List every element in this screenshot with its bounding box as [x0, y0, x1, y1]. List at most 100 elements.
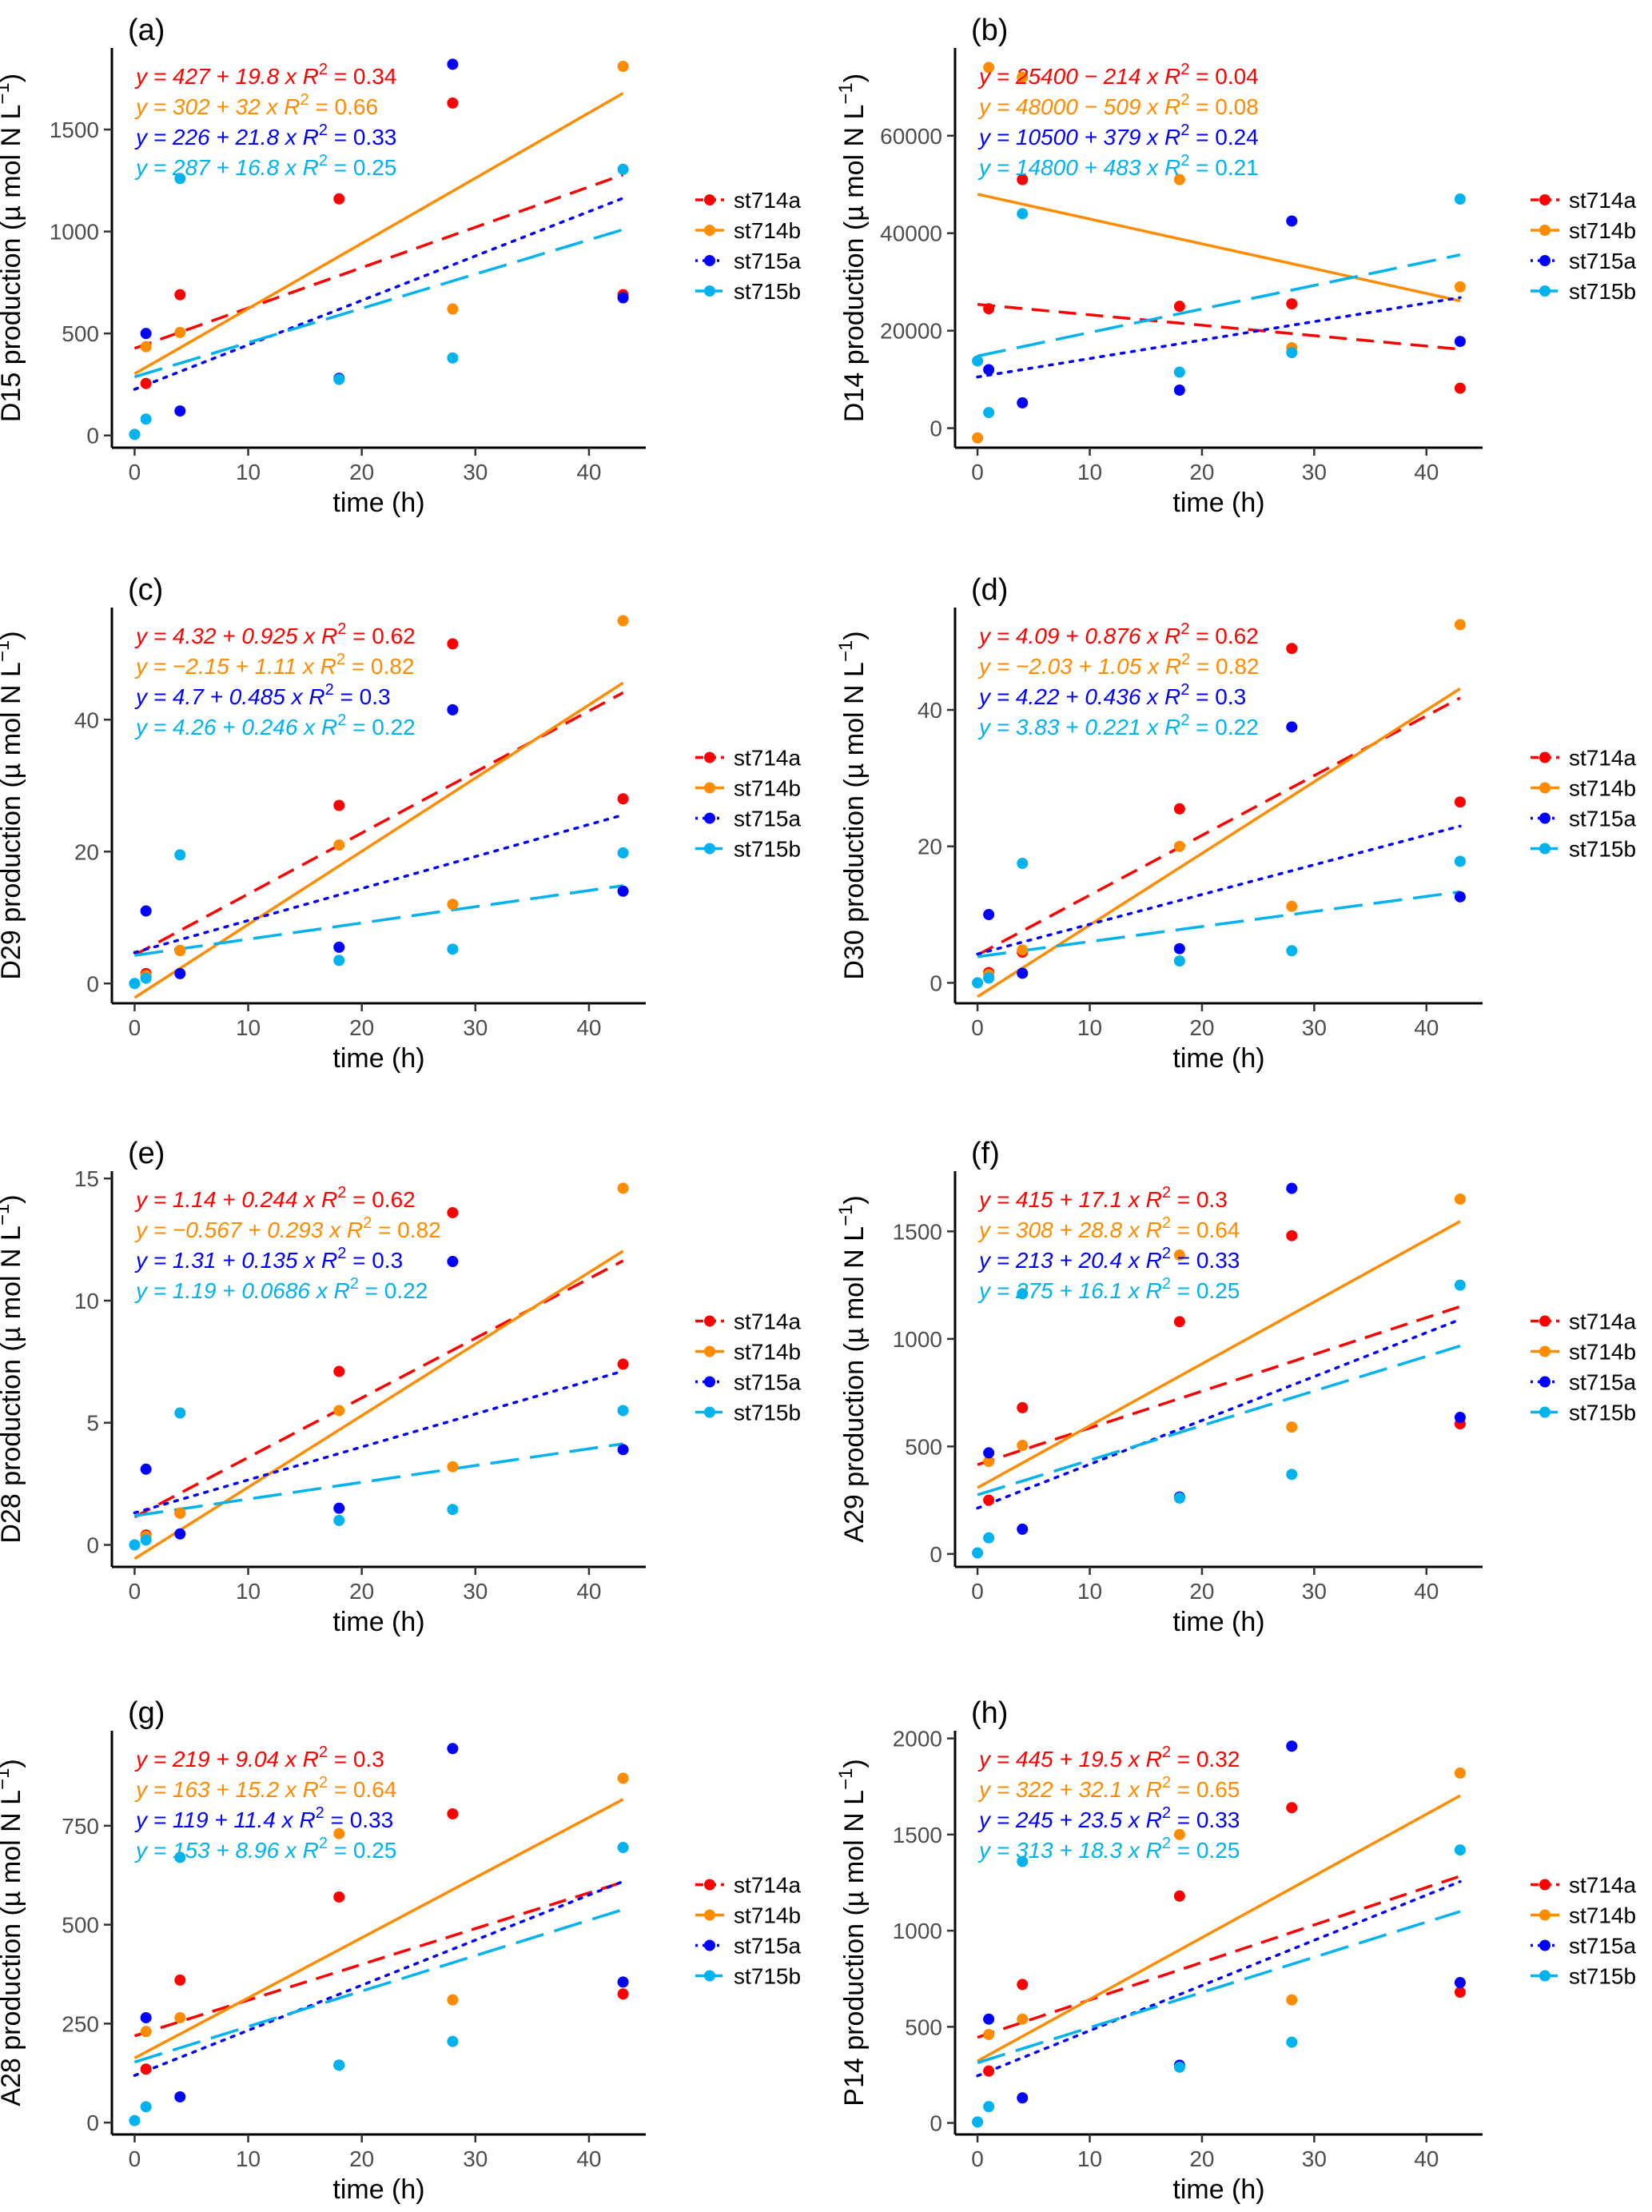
fit-line-st715b: [134, 884, 623, 957]
point-st715b: [983, 2101, 995, 2113]
point-st714b: [1286, 1994, 1298, 2006]
point-st715b: [972, 355, 984, 367]
equation-st715b: y = 1.19 + 0.0686 x R2 = 0.22: [134, 1275, 428, 1303]
point-st715b: [174, 849, 186, 861]
panel-f: (f) 0 10 20 30 40 0 500 1000 1500 time (h) A29 prod…: [835, 1137, 1636, 1637]
x-axis-title: time (h): [1172, 2174, 1264, 2205]
equation-st714b: y = 48000 − 509 x R2 = 0.08: [977, 91, 1259, 119]
fit-line-st715a: [133, 813, 625, 955]
legend-entry-st715b: st715b: [695, 1401, 801, 1425]
x-tick-label: 30: [463, 1579, 488, 1604]
legend-label-st715b: st715b: [734, 279, 801, 304]
point-st714b: [1173, 840, 1185, 852]
y-tick-label: 15: [74, 1166, 99, 1191]
legend-marker-st714a: [1539, 1315, 1550, 1327]
y-tick-label: 0: [929, 970, 942, 995]
legend-marker-st715a: [1539, 255, 1550, 266]
panel-a: (a) 0 10 20 30 40 0 500 1000 1500 time (h) D15 prod…: [0, 14, 801, 518]
point-st715b: [129, 428, 141, 440]
point-st714b: [174, 1507, 186, 1519]
y-tick-label: 0: [929, 416, 942, 441]
legend-label-st714b: st714b: [1569, 776, 1636, 801]
legend-entry-st715a: st715a: [695, 1934, 801, 1959]
y-tick-label: 1000: [893, 1327, 942, 1352]
point-st714a: [1017, 1401, 1029, 1413]
legend-entry-st715a: st715a: [1531, 249, 1636, 273]
legend-entry-st715a: st715a: [1531, 1934, 1636, 1959]
x-tick-label: 20: [349, 460, 374, 484]
point-st714a: [333, 1365, 345, 1377]
y-axis-title: D28 production (µ mol N L−1): [0, 1194, 26, 1543]
panel-label: (c): [128, 573, 163, 607]
y-tick-label: 40: [918, 698, 942, 723]
x-tick-label: 20: [349, 2146, 374, 2171]
equation-st714b: y = 302 + 32 x R2 = 0.66: [134, 91, 378, 119]
point-st715a: [1017, 397, 1029, 409]
point-st714a: [1173, 301, 1185, 313]
legend-marker-st714a: [704, 194, 715, 205]
point-st715a: [447, 58, 459, 70]
point-st715a: [174, 967, 186, 979]
legend-entry-st714b: st714b: [1531, 218, 1636, 243]
legend-marker-st714a: [704, 1315, 715, 1327]
point-st715a: [1454, 336, 1466, 348]
y-tick-label: 1500: [50, 118, 99, 142]
x-tick-label: 10: [1077, 2146, 1102, 2171]
legend-marker-st714b: [1539, 225, 1550, 236]
point-st715a: [1454, 1977, 1466, 1989]
legend-marker-st714b: [1539, 1345, 1550, 1357]
point-st714a: [447, 1807, 459, 1819]
equation-st714a: y = 25400 − 214 x R2 = 0.04: [977, 61, 1259, 89]
legend-marker-st715a: [704, 255, 715, 266]
legend-label-st714a: st714a: [734, 746, 801, 771]
y-tick-label: 750: [62, 1814, 99, 1839]
legend-entry-st714b: st714b: [1531, 1340, 1636, 1365]
legend-label-st714b: st714b: [1569, 1903, 1636, 1928]
x-tick-label: 10: [236, 1579, 261, 1604]
point-st715b: [983, 972, 995, 984]
point-st714b: [1017, 944, 1029, 956]
point-st715b: [333, 955, 345, 967]
legend-marker-st714a: [704, 1879, 715, 1891]
legend-entry-st715b: st715b: [1531, 279, 1636, 304]
point-st715b: [129, 1539, 141, 1551]
point-st714b: [1173, 1249, 1185, 1261]
panel-d: (d) 0 10 20 30 40 0 20 40 time (h) D30 production …: [835, 573, 1636, 1074]
y-axis-title: P14 production (µ mol N L−1): [835, 1759, 870, 2106]
x-tick-label: 0: [129, 460, 141, 484]
fit-line-st715a: [976, 296, 1462, 379]
y-tick-label: 20: [918, 835, 942, 859]
y-tick-label: 0: [86, 2110, 99, 2135]
fit-line-st715b: [133, 1907, 624, 2064]
point-st715a: [447, 1743, 459, 1755]
point-st714b: [140, 2026, 152, 2038]
point-st715a: [983, 2013, 995, 2025]
y-tick-label: 250: [62, 2011, 99, 2036]
equation-st715b: y = 275 + 16.1 x R2 = 0.25: [977, 1275, 1240, 1303]
point-st715b: [1454, 855, 1466, 867]
legend-label-st714a: st714a: [1569, 746, 1636, 771]
legend-marker-st715a: [1539, 1376, 1550, 1388]
point-st714b: [447, 1994, 459, 2006]
legend-label-st715a: st715a: [734, 1934, 801, 1959]
point-st715b: [447, 2035, 459, 2047]
equation-st715b: y = 313 + 18.3 x R2 = 0.25: [977, 1835, 1240, 1863]
legend-marker-st714a: [704, 751, 715, 763]
fit-line-st714b: [133, 681, 624, 999]
legend-label-st715b: st715b: [1569, 1964, 1636, 1989]
y-axis-title: D15 production (µ mol N L−1): [0, 74, 26, 422]
point-st715b: [972, 1547, 984, 1559]
legend-marker-st714b: [704, 225, 715, 236]
legend-marker-st715a: [704, 1376, 715, 1388]
x-tick-label: 10: [236, 2146, 261, 2171]
point-st715b: [1017, 1855, 1029, 1867]
point-st715a: [333, 1502, 345, 1514]
legend-entry-st714a: st714a: [1531, 746, 1636, 771]
legend-marker-st715b: [704, 1406, 715, 1418]
point-st714b: [972, 432, 984, 444]
point-st714b: [447, 899, 459, 911]
legend-entry-st714a: st714a: [1531, 1309, 1636, 1334]
point-st714b: [1454, 1193, 1466, 1205]
equation-st715b: y = 4.26 + 0.246 x R2 = 0.22: [134, 711, 416, 739]
legend-entry-st715a: st715a: [1531, 807, 1636, 831]
